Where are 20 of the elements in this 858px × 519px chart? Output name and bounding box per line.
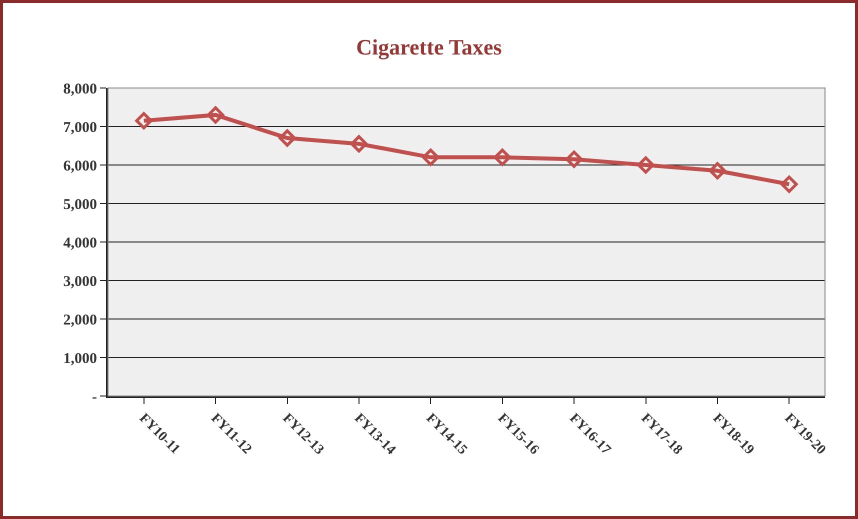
point [565,150,583,168]
y-tick-label: 7,000 [63,120,97,136]
point [780,176,798,193]
y-tick-label: 3,000 [63,274,97,290]
point [637,156,654,174]
point [708,162,726,180]
y-tick-label: 4,000 [63,235,97,252]
point [350,135,368,152]
y-tick-label: 1,000 [63,350,97,367]
y-tick-label: 6,000 [63,158,97,174]
y-tick-label: 8,000 [63,81,97,98]
chart-title: Cigarette Taxes [356,34,502,60]
point [422,148,440,166]
point [278,129,296,147]
point [135,112,152,130]
y-tick-label: - [92,389,97,406]
y-tick-label: 5,000 [63,196,97,213]
point [494,148,511,166]
y-tick-label: 2,000 [63,312,97,328]
point [206,106,224,124]
